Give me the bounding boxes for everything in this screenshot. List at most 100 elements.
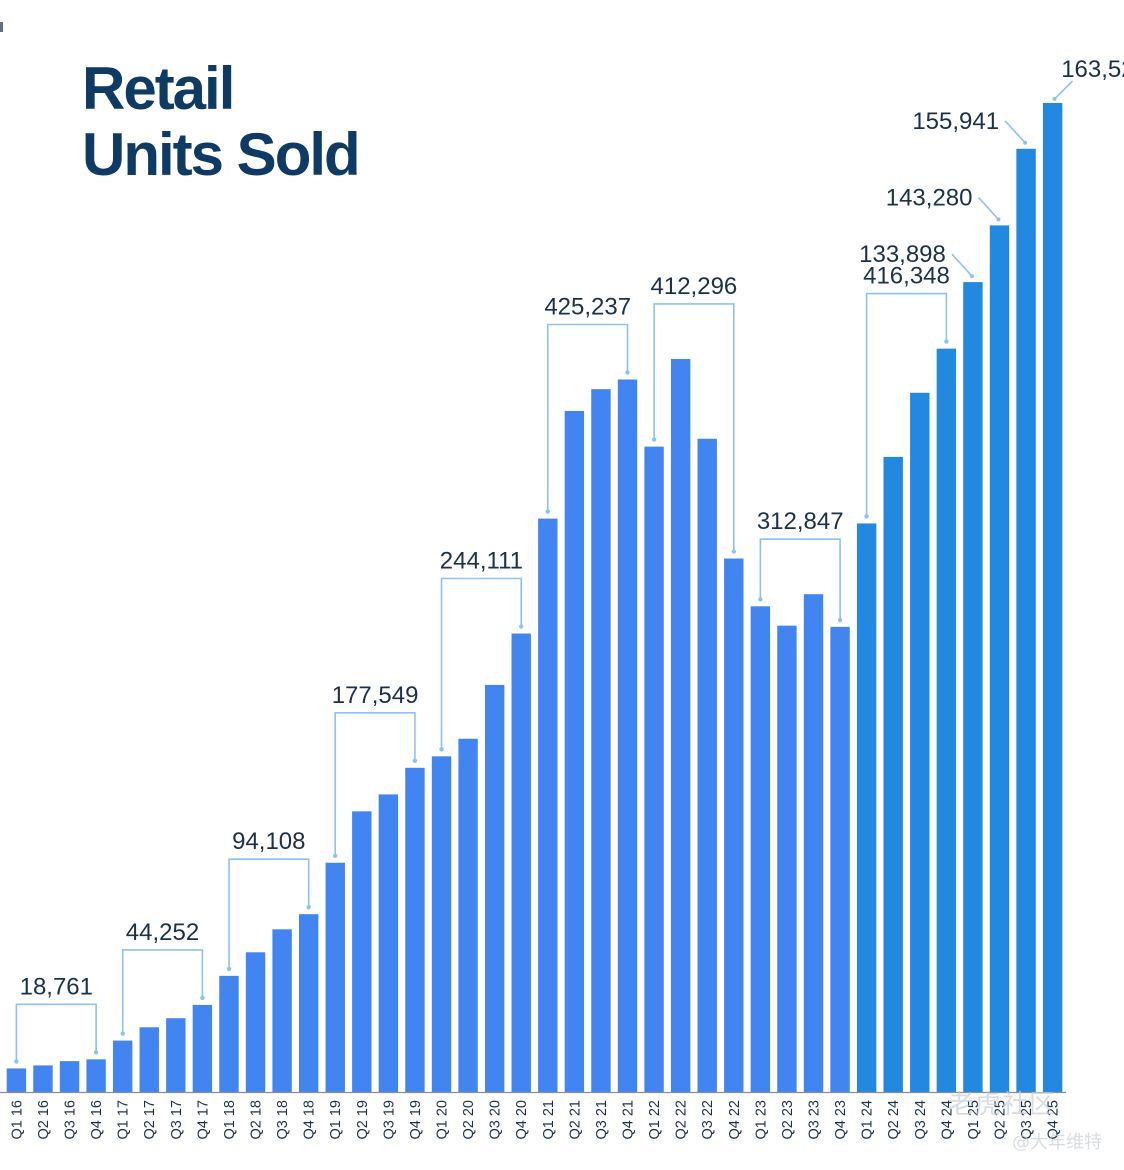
bracket-line — [547, 323, 629, 512]
bracket-line — [759, 538, 841, 620]
bracket-line — [121, 949, 204, 1034]
bar-q2-24 — [883, 456, 903, 1092]
bar-q2-18 — [245, 952, 266, 1092]
bracket-line — [15, 1003, 97, 1062]
bar-q3-18 — [272, 929, 292, 1092]
x-tick-label: Q1 17 — [116, 1100, 132, 1140]
x-tick-label: Q4 21 — [621, 1100, 637, 1140]
x-tick-label: Q1 23 — [753, 1100, 769, 1140]
bar-q4-21 — [617, 379, 638, 1092]
x-tick-label: Q2 24 — [886, 1100, 902, 1140]
bar-q1-25 — [963, 282, 983, 1092]
x-tick-label: Q3 22 — [700, 1100, 716, 1140]
bracket-endpoint — [120, 1031, 125, 1036]
bracket-endpoint — [625, 370, 630, 375]
bracket-line — [334, 712, 416, 856]
x-tick-label: Q2 23 — [780, 1100, 796, 1140]
x-tick-label: Q3 20 — [488, 1100, 504, 1140]
bracket-total-label: 18,761 — [20, 973, 93, 1000]
callout-leader — [951, 253, 973, 277]
bracket-endpoint — [545, 509, 550, 514]
bar-q3-24 — [910, 392, 930, 1092]
x-tick-label: Q4 18 — [302, 1100, 318, 1140]
bracket-line — [440, 577, 522, 750]
x-tick-label: Q1 24 — [860, 1100, 876, 1140]
x-tick-label: Q1 16 — [9, 1100, 25, 1140]
bracket-endpoint — [200, 995, 205, 1001]
x-tick-label: Q1 19 — [328, 1100, 344, 1140]
bracket-endpoint — [519, 624, 524, 629]
x-tick-label: Q4 25 — [1046, 1100, 1062, 1140]
bracket-line — [653, 303, 735, 552]
bar-q4-22 — [724, 558, 744, 1092]
bar-q1-24 — [856, 523, 877, 1092]
callout-value-label: 143,280 — [886, 184, 973, 211]
bar-q3-22 — [697, 438, 717, 1092]
title-line-1: Retail — [82, 55, 235, 122]
x-tick-label: Q3 25 — [1019, 1100, 1035, 1140]
bar-q2-20 — [458, 738, 478, 1092]
bar-q3-25 — [1016, 148, 1036, 1093]
bracket-total-label: 416,348 — [863, 263, 950, 290]
bar-q3-19 — [378, 794, 399, 1092]
bar-q1-20 — [431, 756, 452, 1092]
bracket-endpoint — [226, 966, 232, 972]
bar-q3-16 — [59, 1061, 80, 1092]
callout-endpoint — [1052, 96, 1057, 101]
bar-q2-25 — [989, 225, 1010, 1092]
bar-q1-23 — [750, 606, 771, 1092]
callout-value-label: 155,941 — [912, 108, 999, 135]
bar-q4-17 — [192, 1004, 213, 1092]
bar-q3-17 — [166, 1018, 186, 1092]
bracket-endpoint — [333, 853, 338, 858]
bracket-total-label: 312,847 — [757, 508, 844, 535]
bar-q2-16 — [33, 1065, 53, 1092]
bracket-endpoint — [306, 905, 311, 910]
x-tick-label: Q4 19 — [408, 1100, 424, 1140]
bar-q3-23 — [803, 594, 824, 1092]
bracket-total-label: 425,237 — [544, 294, 631, 321]
bracket-total-label: 44,252 — [126, 919, 199, 946]
x-tick-label: Q3 23 — [807, 1100, 823, 1140]
bracket-total-label: 177,549 — [332, 682, 419, 709]
x-tick-label: Q4 20 — [514, 1100, 530, 1140]
bar-q2-23 — [777, 625, 797, 1092]
bracket-endpoint — [944, 339, 949, 344]
bar-q2-21 — [564, 410, 585, 1092]
title-line-2: Units Sold — [82, 121, 361, 188]
bracket-endpoint — [837, 617, 843, 623]
bar-q4-20 — [511, 633, 531, 1092]
bracket-endpoint — [412, 758, 418, 763]
x-tick-label: Q3 19 — [381, 1100, 397, 1140]
x-tick-label: Q1 21 — [541, 1100, 557, 1140]
bar-q1-17 — [112, 1040, 133, 1092]
bar-q4-16 — [86, 1059, 106, 1092]
x-tick-label: Q3 16 — [63, 1100, 79, 1140]
x-tick-label: Q3 24 — [913, 1100, 929, 1140]
bar-q1-19 — [325, 862, 345, 1092]
bracket-endpoint — [14, 1059, 19, 1064]
x-tick-label: Q4 24 — [939, 1100, 955, 1140]
bar-q4-24 — [936, 348, 957, 1092]
bar-q2-19 — [352, 811, 372, 1092]
corner-mark — [0, 22, 3, 32]
callout-value-label: 133,898 — [859, 241, 946, 268]
callout-endpoint — [1023, 140, 1028, 145]
watermark-handle: @大年维特 — [1012, 1132, 1102, 1153]
x-tick-label: Q3 21 — [594, 1100, 610, 1140]
x-tick-label: Q4 17 — [195, 1100, 211, 1140]
bracket-endpoint — [758, 597, 763, 602]
chart-title: Retail Units Sold — [82, 55, 361, 188]
x-tick-label: Q4 22 — [727, 1100, 743, 1140]
bar-q4-23 — [830, 626, 850, 1092]
bracket-endpoint — [439, 747, 444, 752]
callout-endpoint — [969, 274, 974, 279]
bar-q4-18 — [298, 914, 319, 1092]
x-tick-label: Q2 22 — [674, 1100, 690, 1140]
x-tick-label: Q2 21 — [567, 1100, 583, 1140]
x-tick-label: Q2 19 — [355, 1100, 371, 1140]
callout-endpoint — [996, 217, 1001, 222]
x-tick-label: Q4 16 — [89, 1100, 105, 1140]
bracket-total-label: 94,108 — [232, 828, 305, 855]
